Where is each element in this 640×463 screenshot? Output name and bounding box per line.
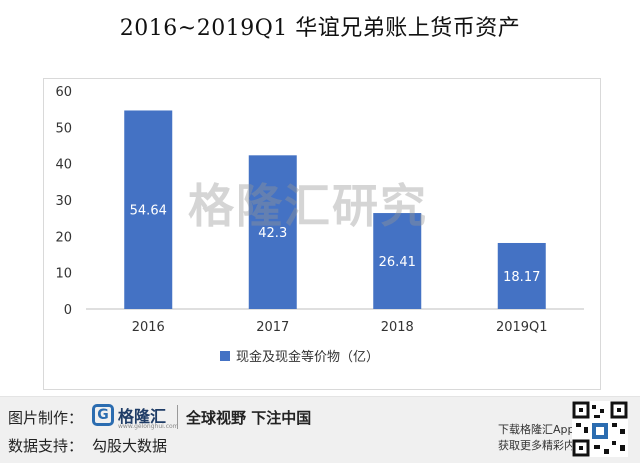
y-tick-label: 20 — [55, 230, 72, 245]
y-tick-label: 60 — [55, 85, 72, 100]
bar — [124, 110, 173, 309]
bar-chart: 0 10 20 30 40 50 60 54.64 2016 42.3 2017 26.41 2018 1… — [55, 85, 584, 365]
data-support-label: 数据支持： — [8, 437, 84, 455]
gelonghui-logo: G 格隆汇 www.gelonghui.com — [92, 402, 179, 432]
logo-mark: G — [92, 404, 114, 426]
bar — [497, 242, 546, 309]
chart-title: 2016~2019Q1 华谊兄弟账上货币资产 — [119, 16, 521, 41]
data-label: 54.64 — [130, 204, 167, 219]
logo-name: 格隆汇 — [118, 407, 167, 426]
logo-url: www.gelonghui.com — [118, 423, 179, 430]
y-tick-label: 10 — [55, 267, 72, 282]
legend-label: 现金及现金等价物（亿） — [236, 349, 379, 365]
app-download-text: 下载格隆汇App — [498, 423, 575, 436]
logo-divider — [177, 405, 178, 429]
footer-bar: 图片制作： G 格隆汇 www.gelonghui.com 全球视野 下注中国 … — [0, 396, 640, 463]
legend-swatch — [220, 351, 230, 361]
data-label: 42.3 — [258, 226, 287, 241]
qr-code-icon — [572, 401, 628, 457]
made-by-label: 图片制作： — [8, 409, 84, 427]
y-tick-label: 40 — [55, 158, 72, 173]
data-label: 18.17 — [503, 270, 540, 285]
x-tick-label: 2018 — [381, 320, 414, 335]
x-tick-label: 2019Q1 — [496, 320, 548, 335]
x-tick-label: 2016 — [132, 320, 165, 335]
data-label: 26.41 — [379, 255, 416, 270]
slogan: 全球视野 下注中国 — [186, 409, 312, 427]
data-source: 勾股大数据 — [92, 437, 168, 455]
y-tick-label: 30 — [55, 194, 72, 209]
bar — [248, 155, 297, 309]
y-tick-label: 0 — [64, 303, 72, 318]
x-tick-label: 2017 — [256, 320, 289, 335]
app-promo-text: 获取更多精彩内容 — [498, 439, 586, 452]
y-tick-label: 50 — [55, 121, 72, 136]
bar — [373, 213, 422, 309]
chart-panel: 0 10 20 30 40 50 60 54.64 2016 42.3 2017 26.41 2018 1… — [43, 78, 601, 390]
